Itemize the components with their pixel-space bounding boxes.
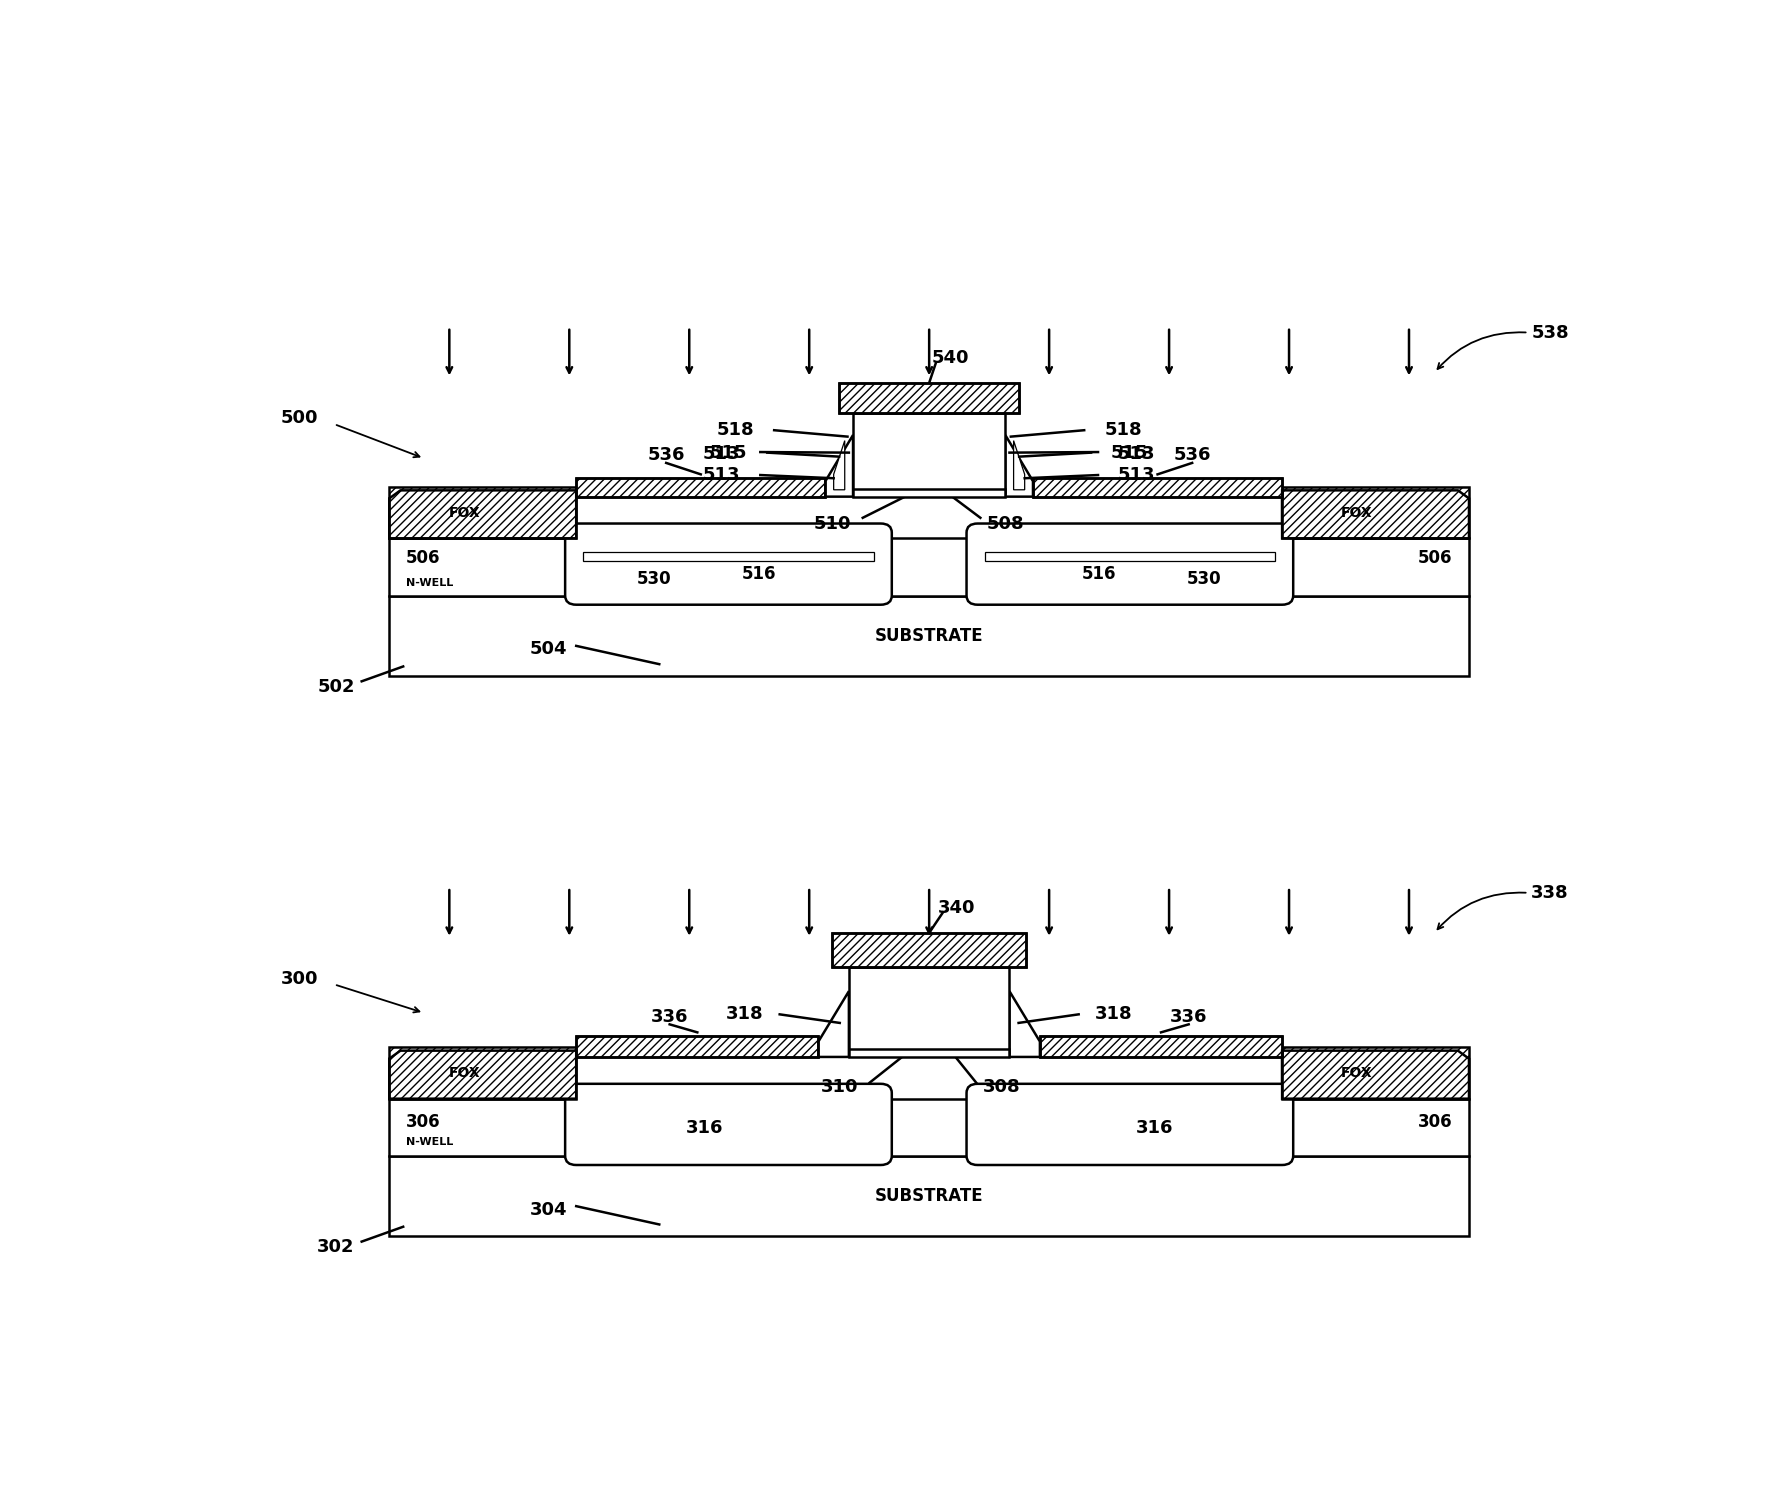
Text: 506: 506 xyxy=(1418,549,1452,567)
Text: FOX: FOX xyxy=(1341,506,1373,520)
Bar xyxy=(1039,1037,1282,1057)
Text: 538: 538 xyxy=(1531,324,1568,342)
Text: 316: 316 xyxy=(686,1118,723,1136)
Text: 513: 513 xyxy=(704,466,739,484)
Text: 536: 536 xyxy=(1173,446,1211,463)
Text: FOX: FOX xyxy=(448,506,480,520)
Text: N-WELL: N-WELL xyxy=(405,578,454,588)
Bar xyxy=(577,478,825,496)
Text: 530: 530 xyxy=(1186,570,1222,588)
Text: 518: 518 xyxy=(716,422,754,440)
Bar xyxy=(389,595,1470,676)
Polygon shape xyxy=(389,490,577,539)
Text: 304: 304 xyxy=(530,1200,568,1219)
Text: 338: 338 xyxy=(1531,884,1568,901)
Text: 508: 508 xyxy=(986,514,1023,533)
Bar xyxy=(848,967,1009,1053)
Text: 500: 500 xyxy=(280,410,318,428)
Bar xyxy=(1032,478,1282,496)
Polygon shape xyxy=(1282,490,1470,539)
Text: 310: 310 xyxy=(820,1078,857,1096)
Polygon shape xyxy=(834,441,845,490)
Text: 516: 516 xyxy=(741,564,777,582)
Bar xyxy=(832,933,1027,967)
Bar xyxy=(984,552,1275,561)
Text: 302: 302 xyxy=(318,1238,355,1256)
Text: 516: 516 xyxy=(1082,564,1116,582)
Bar xyxy=(1032,478,1282,496)
Polygon shape xyxy=(818,990,848,1057)
Text: 540: 540 xyxy=(931,349,968,367)
Text: 316: 316 xyxy=(1136,1118,1173,1136)
Bar xyxy=(389,1099,1470,1155)
Bar xyxy=(582,552,873,561)
Text: 340: 340 xyxy=(938,898,975,916)
FancyBboxPatch shape xyxy=(564,524,891,604)
Bar xyxy=(1039,1037,1282,1057)
Text: 336: 336 xyxy=(650,1008,688,1026)
Text: 518: 518 xyxy=(1104,422,1141,440)
Bar xyxy=(389,1047,577,1099)
Bar xyxy=(577,1037,818,1057)
Text: 530: 530 xyxy=(638,570,672,588)
Text: FOX: FOX xyxy=(448,1066,480,1080)
Text: 536: 536 xyxy=(648,446,684,463)
FancyBboxPatch shape xyxy=(966,1084,1293,1166)
Text: 502: 502 xyxy=(318,679,355,696)
Text: FOX: FOX xyxy=(1341,1066,1373,1080)
Text: N-WELL: N-WELL xyxy=(405,1136,454,1146)
Bar xyxy=(389,539,1470,595)
Text: 513: 513 xyxy=(1118,466,1156,484)
Bar xyxy=(854,413,1006,493)
Text: 318: 318 xyxy=(727,1005,764,1023)
Text: 336: 336 xyxy=(1170,1008,1207,1026)
Text: SUBSTRATE: SUBSTRATE xyxy=(875,627,984,644)
Bar xyxy=(832,933,1027,967)
Polygon shape xyxy=(1006,435,1032,496)
Bar xyxy=(848,1048,1009,1057)
Bar xyxy=(1282,487,1470,539)
Bar xyxy=(577,1037,818,1057)
Bar xyxy=(389,1155,1470,1236)
Bar xyxy=(854,489,1006,496)
Polygon shape xyxy=(1282,1051,1470,1099)
Polygon shape xyxy=(389,1051,577,1099)
Text: 318: 318 xyxy=(1095,1005,1132,1023)
FancyBboxPatch shape xyxy=(966,524,1293,604)
Text: 308: 308 xyxy=(982,1078,1020,1096)
Text: 513: 513 xyxy=(1118,446,1156,463)
Polygon shape xyxy=(1014,441,1025,490)
Text: 306: 306 xyxy=(1418,1112,1452,1130)
Bar xyxy=(839,383,1020,413)
Text: 510: 510 xyxy=(814,514,850,533)
Text: 506: 506 xyxy=(405,549,441,567)
Text: 300: 300 xyxy=(280,970,318,988)
Text: 504: 504 xyxy=(530,640,568,658)
Bar xyxy=(1282,1047,1470,1099)
Text: 515: 515 xyxy=(709,444,747,462)
Bar xyxy=(577,478,825,496)
FancyBboxPatch shape xyxy=(564,1084,891,1166)
Text: SUBSTRATE: SUBSTRATE xyxy=(875,1187,984,1204)
Text: 513: 513 xyxy=(704,446,739,463)
Polygon shape xyxy=(825,435,854,496)
Polygon shape xyxy=(1009,990,1039,1057)
Text: 515: 515 xyxy=(1111,444,1148,462)
Text: 306: 306 xyxy=(405,1112,441,1130)
Bar xyxy=(839,383,1020,413)
Bar xyxy=(389,487,577,539)
